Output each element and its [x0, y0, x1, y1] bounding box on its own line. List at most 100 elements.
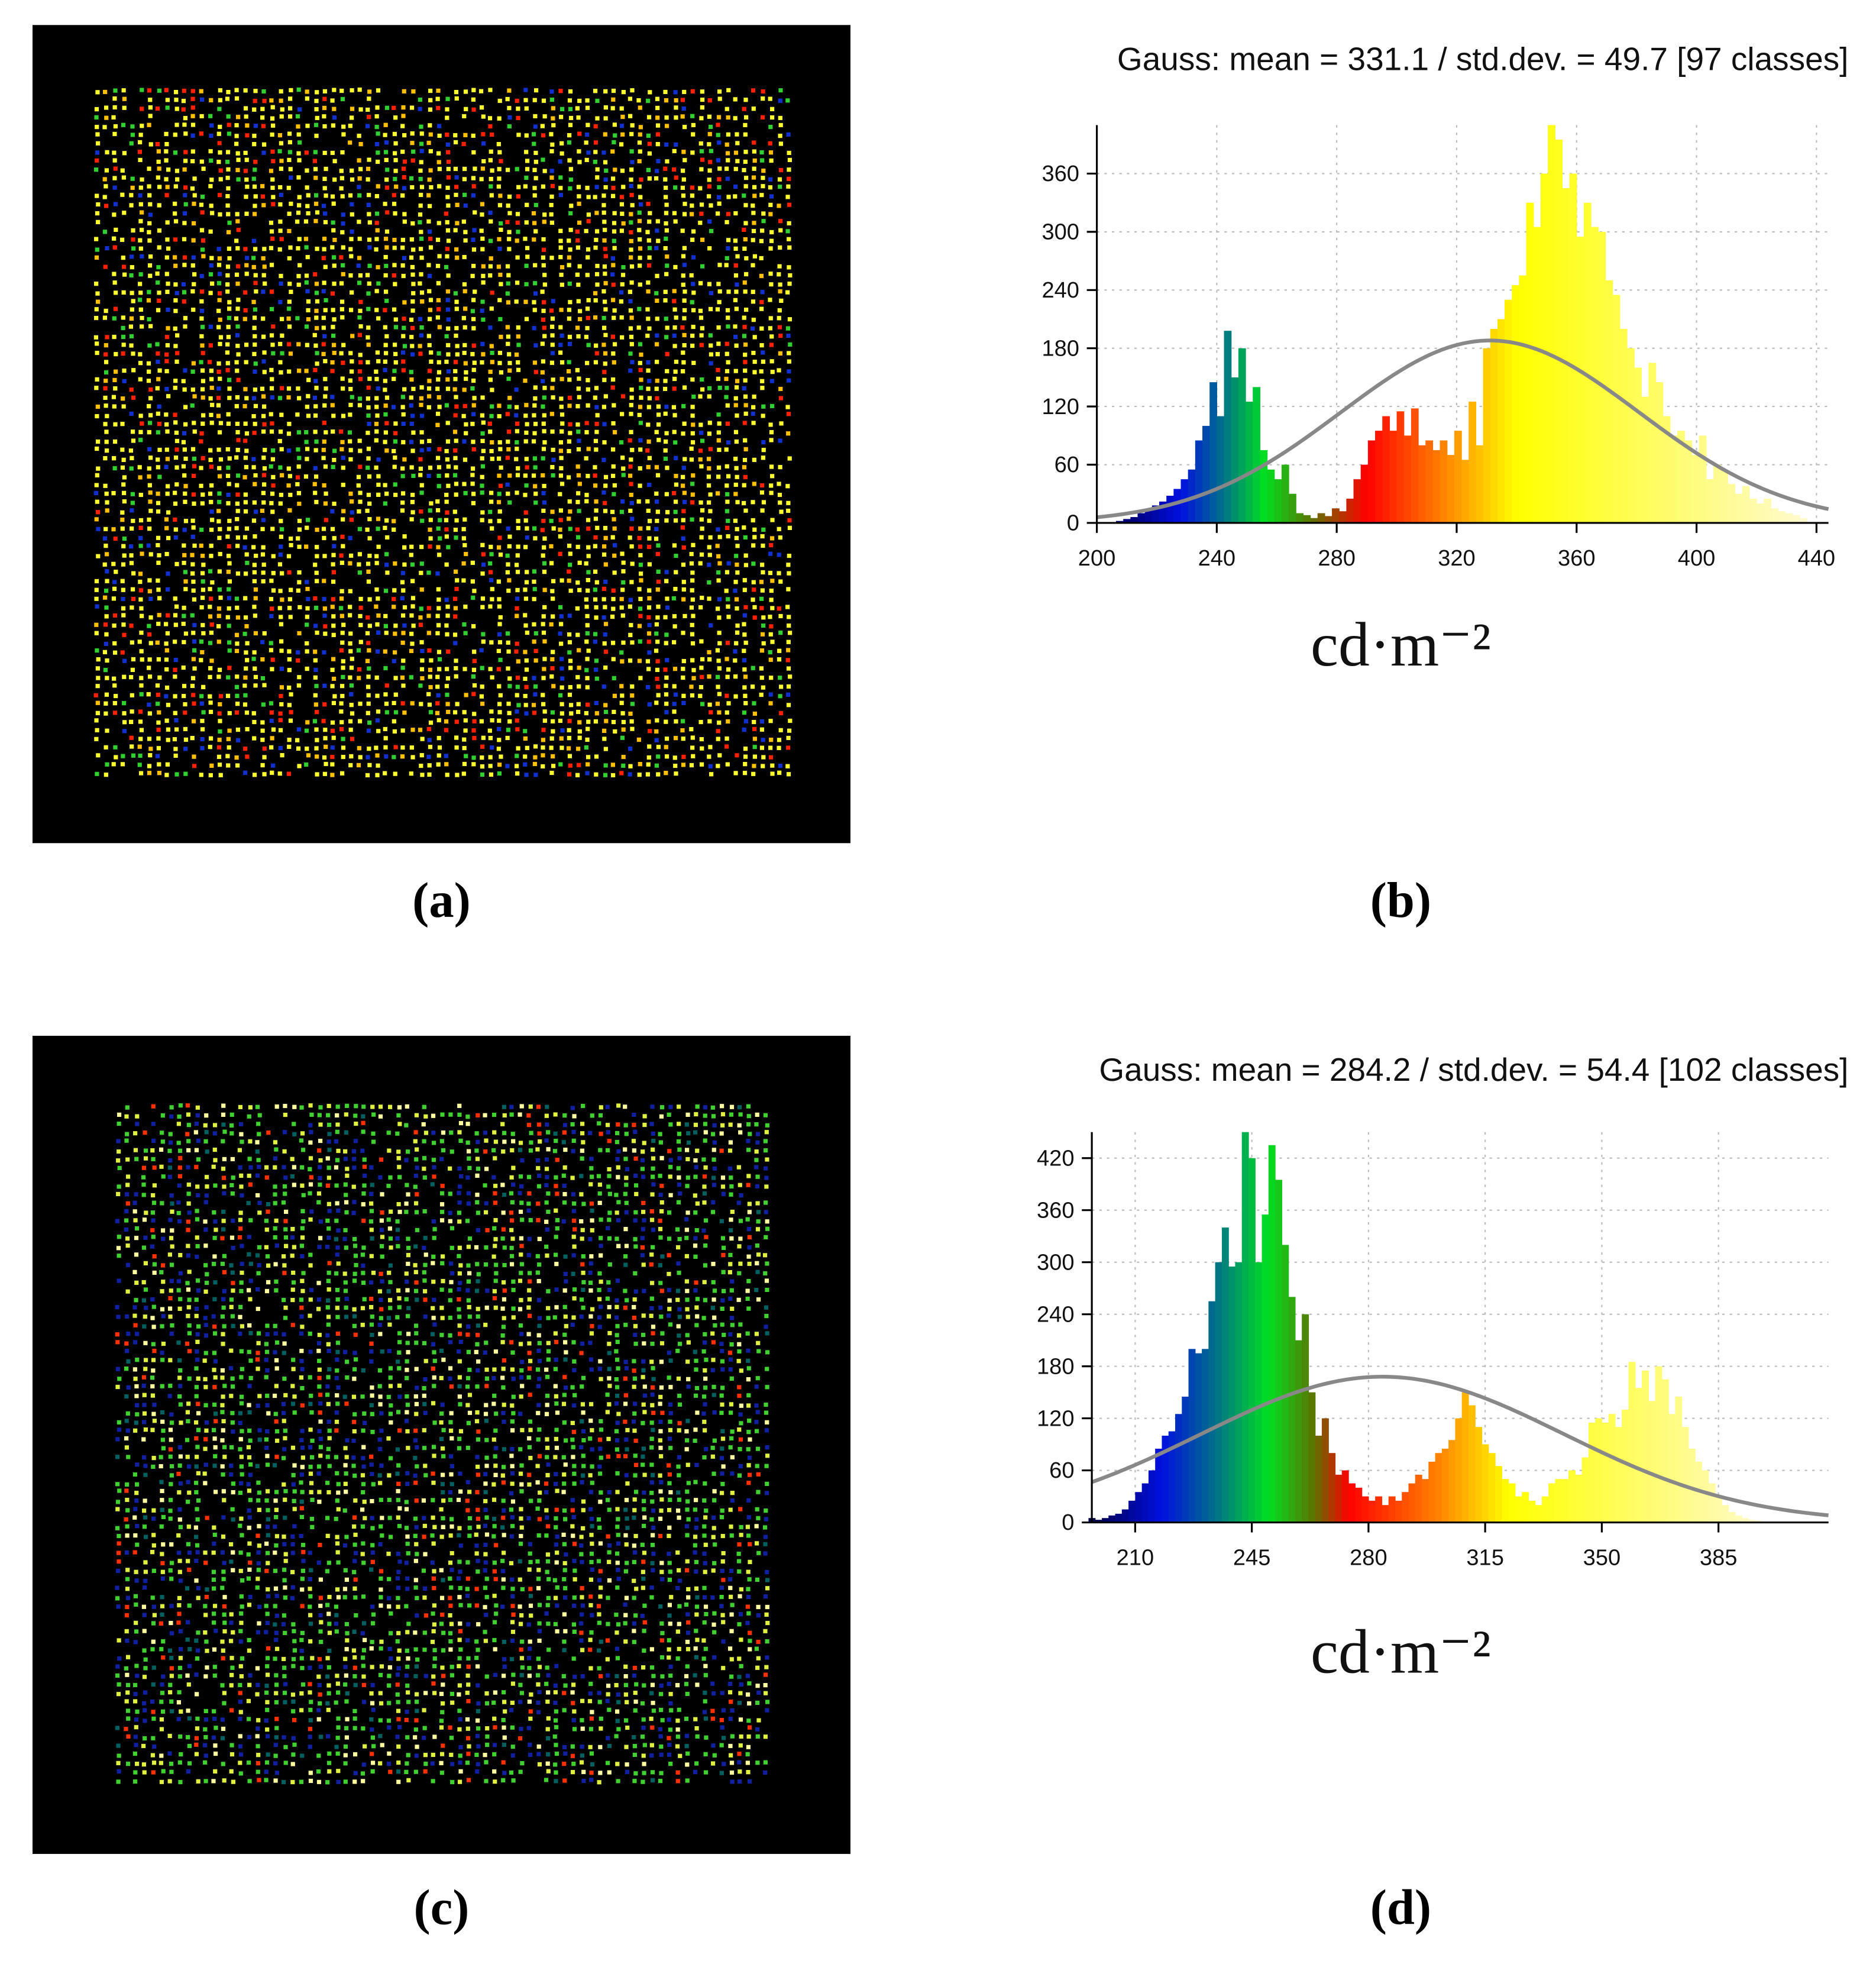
bar: [1461, 460, 1469, 523]
bar: [1519, 275, 1527, 523]
bar: [1482, 1444, 1489, 1523]
bar: [1215, 1262, 1222, 1523]
panel-label: (d): [1370, 1880, 1431, 1935]
bar: [1328, 1453, 1336, 1523]
bar: [1308, 1392, 1316, 1523]
bar: [1335, 1474, 1343, 1523]
bar: [1281, 464, 1289, 523]
panel-label: (c): [414, 1880, 470, 1935]
bar: [1541, 1496, 1549, 1523]
x-tick-label: 200: [1078, 546, 1115, 571]
bar: [1367, 440, 1376, 523]
bar: [1262, 1214, 1269, 1523]
bar: [1148, 1470, 1156, 1523]
bar: [1116, 521, 1124, 523]
bar: [1461, 1392, 1469, 1523]
bar: [1418, 445, 1426, 523]
bar: [1182, 1396, 1189, 1523]
x-tick-label: 280: [1350, 1545, 1387, 1570]
bar: [1655, 1366, 1662, 1523]
bar: [1502, 1479, 1509, 1523]
bar: [1655, 382, 1664, 523]
bar: [1275, 1180, 1282, 1523]
bar: [1522, 1492, 1529, 1523]
bar: [1634, 367, 1642, 523]
bar: [1341, 1470, 1349, 1523]
bar: [1231, 377, 1239, 523]
bar: [1555, 140, 1563, 523]
bar: [1395, 1500, 1402, 1523]
bar: [1238, 348, 1246, 523]
bar: [1742, 1518, 1749, 1523]
bar: [1468, 1405, 1476, 1523]
bar: [1428, 1461, 1436, 1523]
bar: [1569, 173, 1577, 523]
bar: [1612, 295, 1621, 523]
y-tick-label: 300: [1037, 1250, 1074, 1275]
bar: [1642, 1370, 1649, 1523]
bar: [1324, 516, 1332, 523]
x-tick-label: 320: [1438, 546, 1475, 571]
bar: [1321, 1418, 1329, 1523]
bar: [1268, 1145, 1276, 1523]
y-tick-label: 360: [1041, 161, 1079, 186]
bar: [1411, 408, 1419, 523]
bar: [1635, 1388, 1642, 1523]
bar: [1303, 515, 1311, 523]
bar: [1728, 1511, 1736, 1523]
bar: [1228, 1267, 1236, 1523]
bar: [1224, 331, 1232, 523]
y-tick-label: 360: [1037, 1198, 1074, 1223]
bar: [1389, 431, 1398, 523]
bar: [1476, 445, 1484, 523]
bar: [1648, 363, 1657, 523]
bar: [1440, 440, 1448, 523]
bar: [1591, 227, 1599, 523]
bar: [1396, 411, 1405, 523]
bar: [1526, 202, 1534, 523]
x-tick-label: 240: [1198, 546, 1235, 571]
x-tick-label: 315: [1466, 1545, 1503, 1570]
bar: [1608, 1414, 1616, 1523]
bar: [1315, 1435, 1322, 1523]
bar: [1260, 450, 1268, 523]
bar: [1684, 440, 1693, 523]
bar: [1246, 401, 1253, 523]
bar: [1619, 328, 1628, 523]
gauss-curve: [1091, 1375, 1829, 1517]
bar: [1144, 509, 1153, 523]
bar: [1555, 1479, 1563, 1523]
bar: [1166, 495, 1174, 523]
bar: [1447, 455, 1455, 523]
bar: [1361, 1496, 1369, 1523]
bar: [1296, 513, 1304, 523]
pixels-c: [115, 1103, 770, 1785]
bar: [1583, 202, 1592, 523]
bar: [1661, 1379, 1669, 1523]
bar: [1568, 1470, 1576, 1523]
bar: [1497, 319, 1505, 523]
bar: [1475, 1427, 1483, 1523]
bar: [1735, 1515, 1742, 1523]
bar: [1713, 464, 1721, 523]
y-tick-label: 240: [1041, 278, 1079, 303]
bar: [1403, 435, 1412, 523]
bar: [1799, 518, 1807, 523]
bar: [1255, 1262, 1263, 1523]
x-tick-label: 360: [1558, 546, 1595, 571]
bar: [1708, 1483, 1716, 1523]
bar: [1295, 1340, 1302, 1523]
bar: [1448, 1440, 1456, 1523]
bar: [1155, 1448, 1163, 1523]
bar: [1415, 1474, 1422, 1523]
bar: [1756, 503, 1764, 523]
bar: [1115, 1513, 1123, 1523]
bar: [1302, 1314, 1309, 1523]
bar: [1348, 1483, 1356, 1523]
bar: [1141, 1483, 1149, 1523]
bar: [1282, 1245, 1289, 1523]
bar: [1339, 511, 1347, 523]
panel-label: (b): [1370, 873, 1431, 928]
bar: [1505, 299, 1512, 523]
